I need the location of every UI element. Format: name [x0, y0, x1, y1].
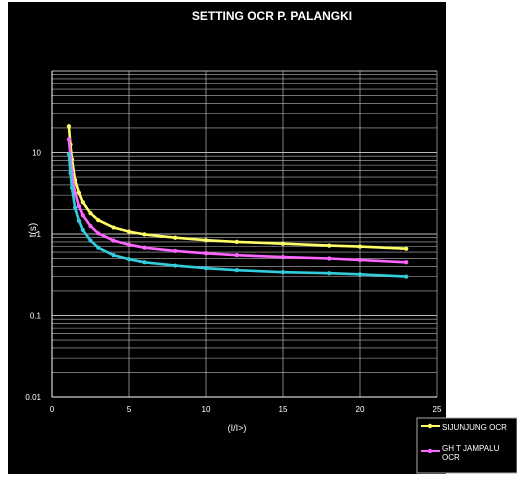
series-point-0 — [88, 211, 93, 216]
y-tick-label: 10 — [32, 149, 41, 158]
series-point-1 — [80, 213, 85, 218]
series-point-2 — [76, 218, 82, 223]
series-point-1 — [327, 256, 332, 261]
legend-label-gh-t-jampalu: GH T JAMPALU OCR — [442, 444, 500, 462]
series-point-0 — [327, 243, 332, 248]
y-axis-label: t(s) — [28, 223, 39, 237]
series-point-0 — [280, 241, 286, 246]
x-tick-label: 20 — [356, 405, 365, 414]
legend-marker-gh-t-jampalu — [427, 448, 433, 454]
chart-title: SETTING OCR P. PALANGKI — [192, 9, 352, 23]
series-point-2 — [73, 205, 78, 210]
series-point-1 — [280, 255, 286, 260]
series-point-0 — [66, 124, 72, 129]
legend-marker-sijunjung — [427, 423, 433, 429]
y-tick-label: 0.1 — [30, 312, 42, 321]
series-point-2 — [80, 227, 85, 233]
series-point-0 — [357, 244, 363, 249]
series-point-2 — [142, 260, 147, 265]
series-point-2 — [66, 152, 72, 157]
series-point-2 — [126, 257, 132, 262]
series-point-1 — [357, 257, 363, 263]
series-point-1 — [111, 238, 116, 243]
series-point-0 — [76, 190, 82, 195]
series-point-2 — [96, 245, 101, 250]
x-axis-label: (I/I>) — [228, 423, 247, 433]
series-point-1 — [142, 245, 147, 250]
series-point-1 — [173, 248, 178, 254]
series-point-2 — [88, 238, 93, 243]
x-tick-label: 15 — [279, 405, 288, 414]
x-tick-label: 25 — [433, 405, 442, 414]
series-point-2 — [404, 274, 409, 279]
legend-box — [416, 417, 517, 474]
series-point-0 — [404, 246, 409, 251]
legend: SIJUNJUNG OCR GH T JAMPALU OCR — [416, 417, 517, 474]
series-point-2 — [111, 253, 116, 258]
series-point-0 — [111, 225, 116, 230]
series-line-2 — [67, 153, 408, 278]
x-tick-label: 5 — [127, 405, 132, 414]
series-point-1 — [126, 242, 132, 247]
plot-layer: 0 5 10 15 20 25 0.01 0.1 1 10 — [25, 70, 442, 414]
series-point-0 — [142, 232, 147, 237]
series-point-1 — [203, 251, 209, 256]
series-point-0 — [126, 229, 132, 234]
series-point-1 — [88, 224, 93, 229]
series-point-0 — [80, 200, 85, 205]
y-tick-label: 1 — [37, 230, 42, 239]
series-point-1 — [234, 253, 239, 258]
series-point-2 — [280, 270, 286, 275]
legend-label-sijunjung: SIJUNJUNG OCR — [442, 423, 507, 432]
series-point-1 — [96, 231, 101, 236]
series-point-1 — [404, 260, 409, 265]
series-point-1 — [76, 203, 82, 209]
series-line-0 — [67, 124, 408, 250]
series-point-0 — [173, 235, 178, 240]
series-point-0 — [203, 238, 209, 243]
series-point-2 — [234, 268, 239, 273]
series-point-2 — [173, 263, 178, 268]
series-point-2 — [68, 170, 73, 176]
x-tick-label: 10 — [202, 405, 211, 414]
series-point-2 — [69, 185, 75, 190]
series-point-2 — [203, 266, 209, 271]
series-point-0 — [234, 239, 239, 244]
series-point-1 — [66, 137, 72, 142]
series-line-1 — [67, 138, 408, 264]
y-tick-label: 0.01 — [25, 393, 41, 402]
series-point-2 — [327, 271, 332, 276]
series-point-0 — [96, 218, 101, 223]
x-tick-label: 0 — [50, 405, 55, 414]
series-point-2 — [357, 272, 363, 277]
